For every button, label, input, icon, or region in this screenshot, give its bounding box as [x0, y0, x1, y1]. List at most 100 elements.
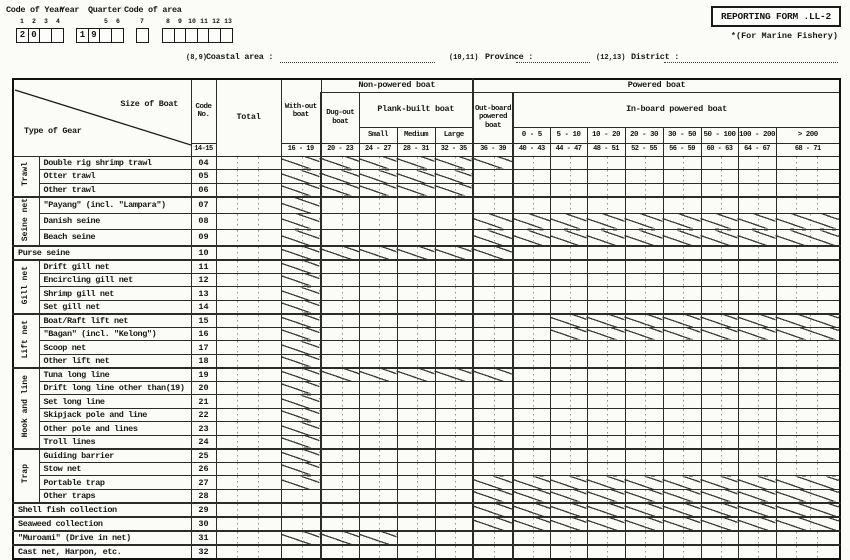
gear-row-25: Trap Guiding barrier 25 [12, 447, 841, 504]
gear-code-cell: 25 [190, 447, 217, 463]
boat-count-cell-p200 [775, 515, 841, 532]
column-range-cell-p20: 52 - 55 [624, 142, 664, 157]
boat-count-cell-ob [472, 258, 514, 274]
boat-count-cell-p20 [624, 182, 664, 198]
gear-group-label-cell: Seine net [12, 195, 40, 247]
boat-count-cell-p100 [737, 421, 777, 436]
boat-count-cell-p10 [586, 488, 626, 504]
boat-count-cell-p200 [775, 529, 841, 546]
gear-row-16: "Bagan" (incl. "Kelong") 16 [13, 326, 841, 342]
column-range-cell-p0: 40 - 43 [512, 142, 551, 157]
gear-row-21: Set long line 21 [13, 394, 841, 409]
boat-count-cell-md [396, 366, 436, 382]
column-range-cell-lg: 32 - 35 [434, 142, 474, 157]
boat-count-cell-md [396, 488, 436, 504]
boat-count-cell-p10 [586, 394, 626, 409]
boat-count-cell-wo [280, 394, 322, 409]
boat-count-cell-p100 [737, 488, 777, 504]
total-value-cell [215, 407, 282, 423]
gear-code-cell: 13 [190, 286, 217, 301]
boat-count-cell-p100 [737, 272, 777, 288]
gear-row-28: Other traps 28 [13, 488, 841, 504]
boat-count-cell-p100 [737, 380, 777, 396]
boat-count-cell-p10 [586, 434, 626, 450]
total-value-cell [215, 461, 282, 477]
location-fill-line [664, 52, 838, 63]
gear-group-label: Trap [21, 464, 31, 484]
boat-count-cell-p50 [700, 212, 739, 231]
boat-count-cell-lg [434, 340, 474, 355]
gear-row-20: Drift long line other than(19) 20 [13, 380, 841, 396]
boat-size-header-p0: 0 - 5 [512, 126, 551, 144]
boat-size-header-p5: 5 - 10 [549, 126, 588, 144]
boat-count-cell-p30 [662, 380, 702, 396]
boat-count-cell-sm [358, 407, 398, 423]
gear-name-cell: Tuna long line [38, 366, 192, 382]
boat-count-cell-lg [434, 228, 474, 247]
gear-code-cell: 23 [190, 421, 217, 436]
boat-count-cell-wo [280, 182, 322, 198]
gear-code-cell: 04 [190, 155, 217, 171]
column-range-cell-p30: 56 - 59 [662, 142, 702, 157]
boat-count-cell-p30 [662, 543, 702, 560]
boat-count-cell-p0 [512, 394, 551, 409]
boat-count-cell-ob [472, 421, 514, 436]
boat-count-cell-p100 [737, 155, 777, 171]
total-value-cell [215, 529, 282, 546]
boat-count-cell-md [396, 286, 436, 301]
boat-count-cell-p5 [549, 394, 588, 409]
gear-row-18: Other lift net 18 [13, 353, 841, 369]
gear-row-22: Skipjack pole and line 22 [13, 407, 841, 423]
boat-count-cell-ob [472, 529, 514, 546]
gear-name-cell: Other traps [38, 488, 192, 504]
total-value-cell [215, 228, 282, 247]
gear-code-cell: 30 [190, 515, 217, 532]
boat-size-header-p10: 10 - 20 [586, 126, 626, 144]
corner-header-cell: Size of Boat Type of Gear [12, 78, 192, 157]
code-no-header: Code No. [190, 78, 217, 144]
total-value-cell [215, 272, 282, 288]
boat-count-cell-md [396, 380, 436, 396]
location-field-code: (8,9) [186, 54, 208, 62]
boat-size-header-p30: 30 - 50 [662, 126, 702, 144]
boat-count-cell-p100 [737, 340, 777, 355]
boat-count-cell-p0 [512, 515, 551, 532]
boat-count-cell-sm [358, 299, 398, 315]
digit-position-label: 7 [140, 18, 144, 25]
digit-position-label: 12 [212, 18, 220, 25]
boat-count-cell-wo [280, 326, 322, 342]
gear-name-cell: Beach seine [38, 228, 192, 247]
boat-count-cell-p0 [512, 212, 551, 231]
boat-count-cell-p200 [775, 272, 841, 288]
boat-count-cell-p30 [662, 515, 702, 532]
gear-name-cell: Skipjack pole and line [38, 407, 192, 423]
boat-count-cell-md [396, 543, 436, 560]
boat-count-cell-wo [280, 258, 322, 274]
boat-count-cell-p200 [775, 228, 841, 247]
boat-count-cell-p5 [549, 421, 588, 436]
boat-count-cell-p30 [662, 212, 702, 231]
boat-count-cell-ob [472, 475, 514, 490]
boat-count-cell-ob [472, 434, 514, 450]
gear-name-cell: Double rig shrimp trawl [38, 155, 192, 171]
gear-code-cell: 16 [190, 326, 217, 342]
gear-code-cell: 18 [190, 353, 217, 369]
gear-row-19: Hook and line Tuna long line 19 [12, 366, 841, 450]
gear-code-cell: 10 [190, 244, 217, 261]
boat-count-cell-p10 [586, 212, 626, 231]
boat-count-cell-lg [434, 529, 474, 546]
boat-count-cell-wo [280, 434, 322, 450]
boat-count-cell-p5 [549, 169, 588, 184]
boat-count-cell-md [396, 340, 436, 355]
boat-count-cell-p200 [775, 447, 841, 463]
boat-count-cell-p20 [624, 195, 664, 214]
boat-count-cell-lg [434, 407, 474, 423]
boat-count-cell-p50 [700, 244, 739, 261]
boat-count-cell-p50 [700, 380, 739, 396]
boat-count-cell-md [396, 529, 436, 546]
boat-count-cell-p200 [775, 195, 841, 214]
boat-count-cell-dug [320, 488, 360, 504]
boat-count-cell-p30 [662, 228, 702, 247]
boat-count-cell-sm [358, 286, 398, 301]
